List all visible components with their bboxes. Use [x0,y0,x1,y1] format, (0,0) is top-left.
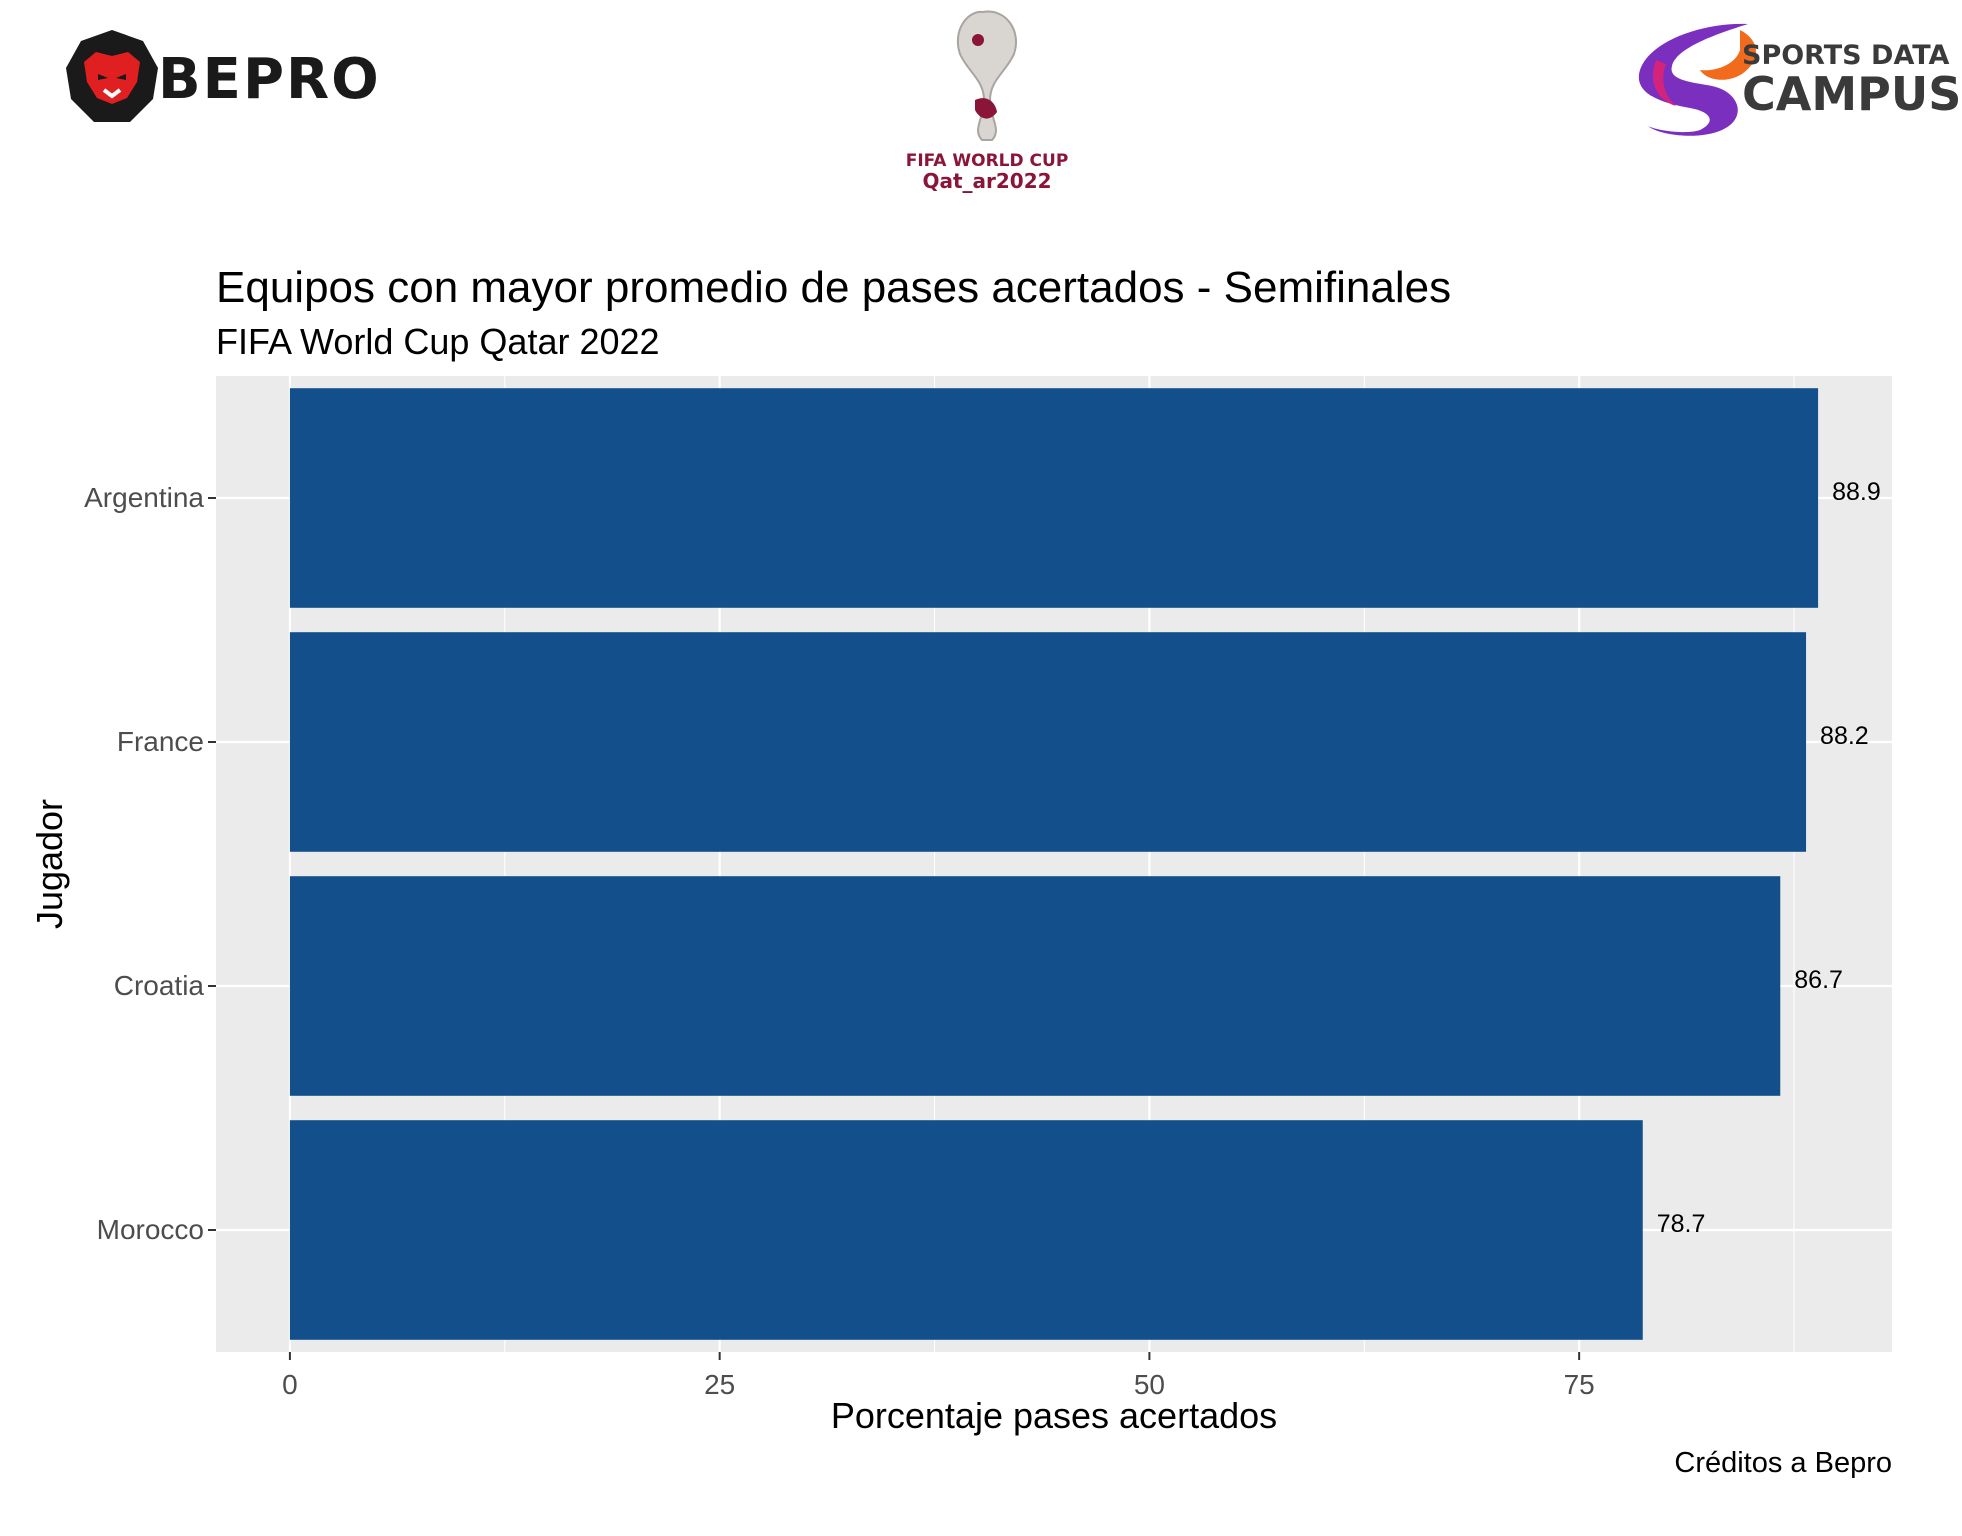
world-cup-text-1: FIFA WORLD CUP [906,151,1069,171]
bar-morocco [289,1120,1643,1340]
y-tick-label: Argentina [84,482,204,513]
sdc-text-2: CAMPUS [1742,67,1961,121]
swirl-s-icon [1638,23,1748,136]
y-axis-title: Jugador [29,799,70,929]
data-label: 88.9 [1832,478,1881,506]
y-tick-label: Croatia [114,970,205,1001]
bepro-logo: BEPRO [66,30,381,122]
y-tick-label: Morocco [97,1214,204,1245]
chart-title: Equipos con mayor promedio de pases acer… [216,263,1451,312]
data-label: 78.7 [1657,1210,1706,1238]
x-tick-label: 75 [1564,1369,1595,1400]
sdc-text-1: SPORTS DATA [1742,40,1950,71]
y-tick-label: France [117,726,204,757]
data-label: 86.7 [1794,966,1843,994]
x-axis: 0 25 50 75 [282,1352,1595,1400]
x-tick-label: 0 [282,1369,298,1400]
x-axis-title: Porcentaje pases acertados [831,1395,1277,1436]
bar-france [289,632,1807,852]
data-label: 88.2 [1820,722,1869,750]
world-cup-text-2: Qat_ar2022 [922,169,1051,193]
bars [289,388,1819,1340]
caption: Créditos a Bepro [1674,1447,1892,1479]
lion-face [84,52,140,104]
bar-argentina [289,388,1819,608]
world-cup-logo: FIFA WORLD CUP Qat_ar2022 [906,10,1069,193]
bar-croatia [289,876,1781,1096]
chart-subtitle: FIFA World Cup Qatar 2022 [216,321,660,362]
trophy-icon [956,10,1017,141]
grid-lines [216,376,1892,1352]
y-axis: Argentina France Croatia Morocco [84,482,216,1245]
bepro-logo-text: BEPRO [158,47,381,112]
x-tick-label: 25 [704,1369,735,1400]
bar-value-labels: 88.9 88.2 86.7 78.7 [1657,478,1881,1238]
sdc-logo: SPORTS DATA CAMPUS [1638,23,1961,136]
x-tick-label: 50 [1134,1369,1165,1400]
logo-header: BEPRO FIFA WORLD CUP Qat_ar2022 SPORTS D… [66,10,1961,193]
plot-panel [216,376,1892,1352]
